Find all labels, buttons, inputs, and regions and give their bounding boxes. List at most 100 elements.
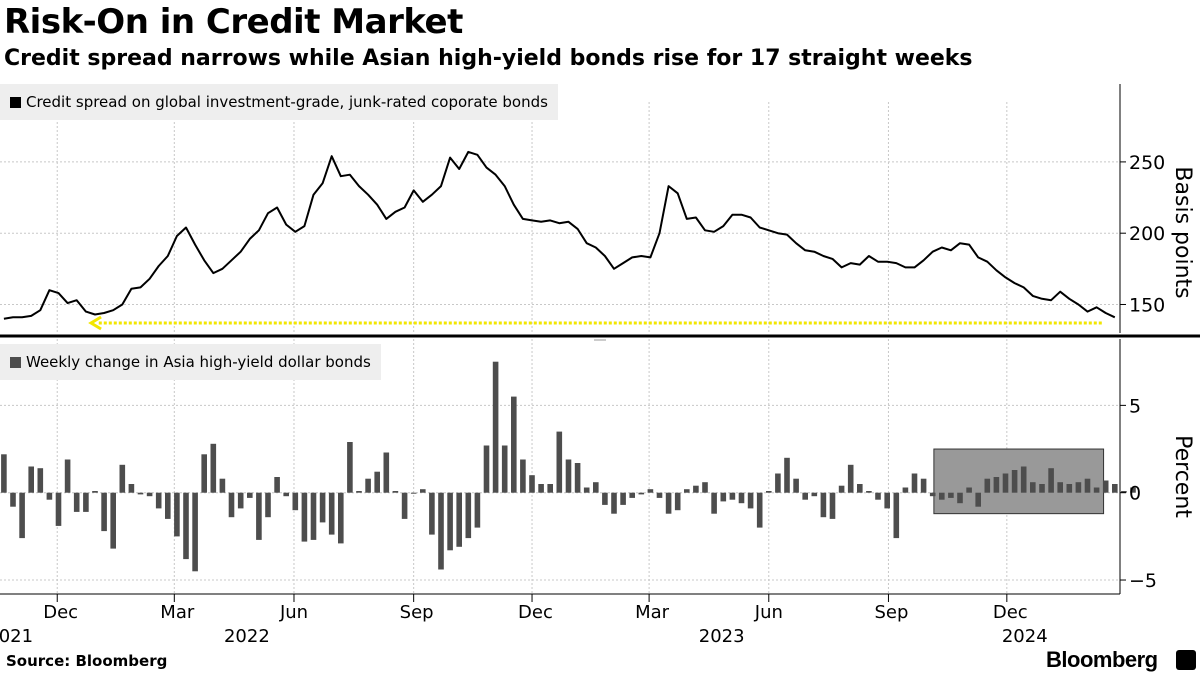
bar-78 <box>711 492 717 514</box>
bar-42 <box>383 452 390 493</box>
bar-23 <box>210 443 217 493</box>
bar-27 <box>247 492 253 498</box>
bar-104 <box>948 492 954 498</box>
spread-line <box>3 150 1116 320</box>
axes-layer: 150 200 250 −5 0 5 Basis points Percent Dec Mar Ju… <box>0 84 1200 647</box>
bar-79 <box>720 492 727 502</box>
x-year-label-1: 2022 <box>224 626 270 647</box>
bar-65 <box>593 482 599 493</box>
bar-52 <box>474 492 481 528</box>
bar-75 <box>684 489 690 493</box>
bar-108 <box>984 478 991 493</box>
bar-103 <box>939 492 945 500</box>
legend-swatch-bars <box>10 356 21 368</box>
legend-label-bonds: Weekly change in Asia high-yield dollar … <box>26 353 371 371</box>
bar-96 <box>875 492 881 500</box>
bar-2 <box>19 492 25 539</box>
bot-ytick-label-1: 0 <box>1129 483 1141 505</box>
bar-3 <box>28 466 34 493</box>
bar-26 <box>237 492 244 509</box>
x-tick-label-2: Jun <box>279 602 308 623</box>
source-note: Source: Bloomberg <box>6 652 168 670</box>
bar-88 <box>802 492 808 500</box>
bar-91 <box>829 492 836 519</box>
bot-ytick-label-2: 5 <box>1129 395 1141 417</box>
bar-110 <box>1002 473 1009 493</box>
bar-72 <box>656 492 663 498</box>
x-year-label-0: 2021 <box>0 626 33 647</box>
bar-33 <box>301 492 308 542</box>
bar-71 <box>647 489 654 493</box>
bar-80 <box>729 492 736 500</box>
x-tick-label-5: Mar <box>635 602 670 623</box>
bar-45 <box>410 492 417 494</box>
x-tick-label-1: Mar <box>160 602 195 623</box>
bar-15 <box>137 492 144 495</box>
bar-60 <box>547 484 553 493</box>
bar-39 <box>356 491 362 493</box>
highlight-box <box>933 448 1105 515</box>
bar-56 <box>511 396 517 493</box>
bar-124 <box>1130 487 1136 493</box>
bar-43 <box>392 491 399 493</box>
bar-119 <box>1084 478 1091 493</box>
bar-97 <box>884 492 890 509</box>
bar-83 <box>756 492 763 528</box>
legend-label-spread: Credit spread on global investment-grade… <box>26 93 548 111</box>
bar-115 <box>1048 468 1054 493</box>
arrow-head <box>88 315 102 331</box>
bar-10 <box>92 491 98 493</box>
x-tick-label-6: Jun <box>754 602 783 623</box>
bar-59 <box>538 484 544 493</box>
bar-13 <box>119 464 126 493</box>
bar-84 <box>766 491 772 493</box>
bar-20 <box>183 492 189 560</box>
bar-14 <box>128 484 135 493</box>
bar-123 <box>1121 491 1127 493</box>
bar-66 <box>602 492 608 505</box>
bar-36 <box>328 492 335 535</box>
bar-117 <box>1066 484 1073 493</box>
x-tick-label-0: Dec <box>43 602 78 623</box>
bar-0 <box>1 454 7 493</box>
bot-ytick-label-0: −5 <box>1129 570 1157 592</box>
bar-106 <box>966 487 972 493</box>
bar-21 <box>192 492 198 572</box>
bar-19 <box>174 492 180 537</box>
x-year-label-2: 2023 <box>699 626 745 647</box>
x-tick-label-8: Dec <box>993 602 1028 623</box>
bloomberg-terminal-icon <box>1176 650 1196 670</box>
bar-102 <box>929 492 936 497</box>
bar-17 <box>155 492 162 509</box>
bar-70 <box>638 492 645 495</box>
bar-12 <box>110 492 116 549</box>
brand-logo: Bloomberg <box>1046 647 1158 672</box>
bar-9 <box>83 492 89 512</box>
bar-30 <box>274 477 280 493</box>
bar-109 <box>993 477 1000 493</box>
bar-94 <box>857 484 863 493</box>
bar-6 <box>55 492 62 526</box>
bar-118 <box>1075 482 1082 493</box>
bot-ylabel: Percent <box>1170 435 1195 518</box>
bar-64 <box>583 487 590 493</box>
bar-46 <box>420 489 426 493</box>
top-ytick-label-0: 150 <box>1129 294 1165 316</box>
bar-61 <box>556 431 563 493</box>
bar-87 <box>793 478 799 493</box>
bar-11 <box>101 492 107 532</box>
bar-116 <box>1057 482 1063 493</box>
bar-98 <box>893 492 900 539</box>
bar-89 <box>811 492 818 497</box>
bar-54 <box>492 361 499 493</box>
bar-41 <box>374 471 380 493</box>
bar-49 <box>447 492 453 551</box>
bar-57 <box>520 459 526 493</box>
legend-spread: Credit spread on global investment-grade… <box>0 84 558 120</box>
page-title: Risk-On in Credit Market <box>4 2 463 42</box>
x-year-label-3: 2024 <box>1002 626 1048 647</box>
bar-40 <box>365 478 371 493</box>
top-ytick-label-2: 250 <box>1129 152 1165 174</box>
bar-101 <box>920 478 927 493</box>
